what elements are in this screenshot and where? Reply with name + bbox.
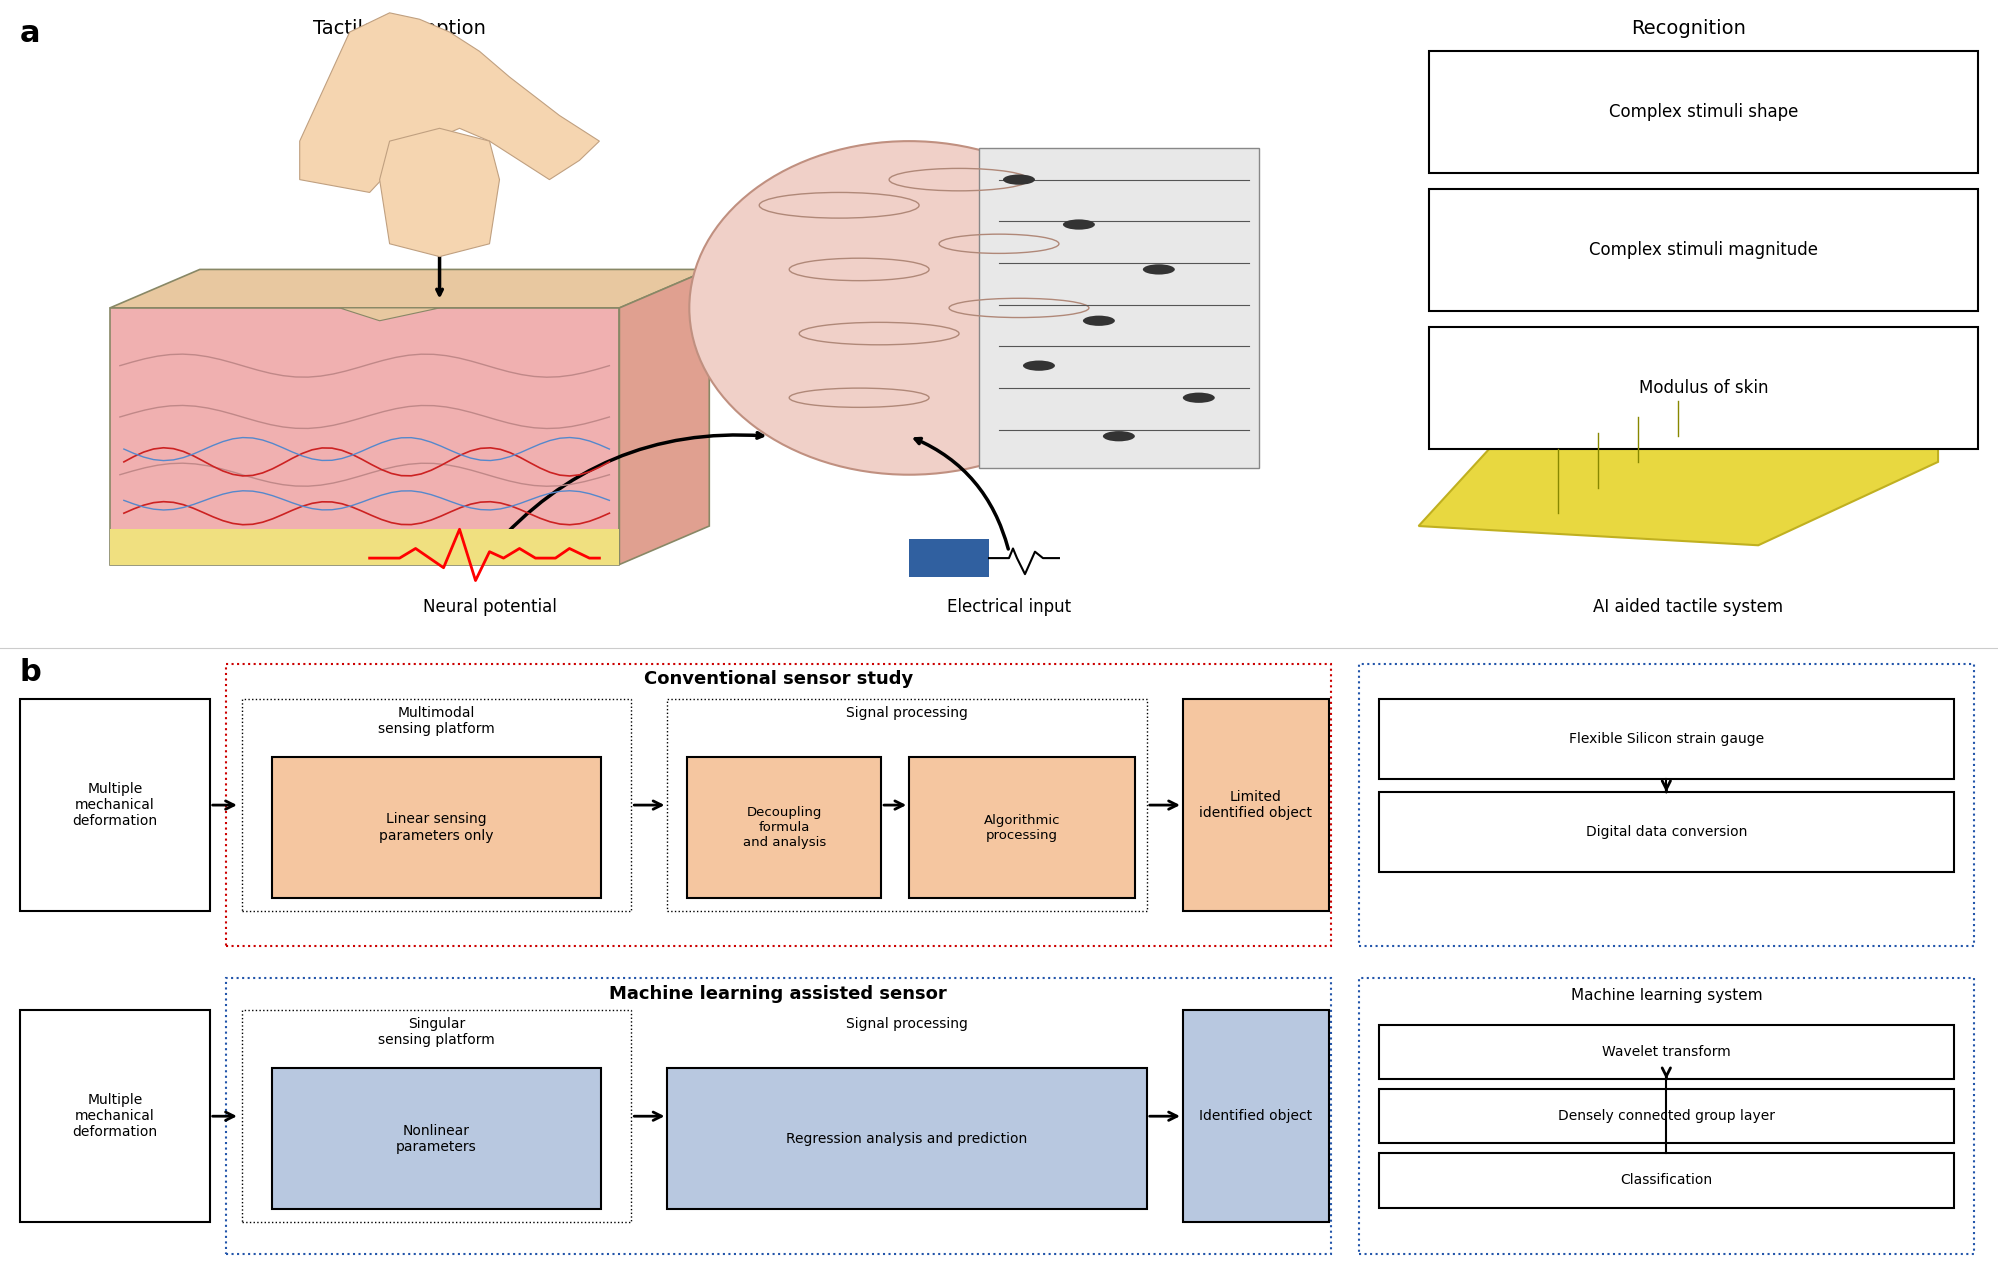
Polygon shape — [979, 148, 1259, 468]
Polygon shape — [110, 529, 619, 565]
FancyBboxPatch shape — [909, 757, 1135, 898]
FancyBboxPatch shape — [1379, 699, 1954, 779]
Circle shape — [1183, 393, 1215, 403]
FancyBboxPatch shape — [272, 1067, 601, 1209]
Text: Signal processing: Signal processing — [847, 706, 967, 720]
Polygon shape — [380, 128, 500, 257]
Text: Multiple
mechanical
deformation: Multiple mechanical deformation — [72, 781, 158, 829]
Text: Densely connected group layer: Densely connected group layer — [1558, 1110, 1774, 1123]
FancyBboxPatch shape — [20, 1011, 210, 1221]
Text: Classification: Classification — [1620, 1174, 1712, 1187]
Circle shape — [1143, 264, 1175, 275]
FancyBboxPatch shape — [687, 757, 881, 898]
Text: Recognition: Recognition — [1630, 19, 1746, 38]
Text: AI aided tactile system: AI aided tactile system — [1592, 598, 1784, 616]
FancyBboxPatch shape — [1429, 51, 1978, 173]
Polygon shape — [300, 13, 599, 192]
FancyBboxPatch shape — [1183, 1011, 1329, 1221]
Circle shape — [1103, 431, 1135, 441]
FancyBboxPatch shape — [1379, 1153, 1954, 1207]
Text: Neural potential: Neural potential — [422, 598, 557, 616]
Text: Multimodal
sensing platform: Multimodal sensing platform — [378, 706, 496, 736]
FancyBboxPatch shape — [1379, 1025, 1954, 1079]
Circle shape — [1083, 316, 1115, 326]
Text: Modulus of skin: Modulus of skin — [1638, 378, 1768, 398]
Text: Limited
identified object: Limited identified object — [1199, 790, 1313, 820]
Text: Conventional sensor study: Conventional sensor study — [643, 670, 913, 689]
FancyBboxPatch shape — [1429, 189, 1978, 312]
Text: Tactile perception: Tactile perception — [314, 19, 486, 38]
Polygon shape — [1419, 353, 1938, 545]
Circle shape — [1023, 361, 1055, 371]
Text: Algorithmic
processing: Algorithmic processing — [983, 813, 1061, 842]
FancyBboxPatch shape — [1379, 1089, 1954, 1143]
FancyBboxPatch shape — [272, 757, 601, 898]
FancyBboxPatch shape — [909, 539, 989, 577]
Polygon shape — [619, 269, 709, 565]
FancyBboxPatch shape — [1183, 699, 1329, 911]
Text: Multiple
mechanical
deformation: Multiple mechanical deformation — [72, 1093, 158, 1139]
Circle shape — [1003, 174, 1035, 185]
FancyBboxPatch shape — [1429, 327, 1978, 449]
Text: Linear sensing
parameters only: Linear sensing parameters only — [380, 812, 494, 843]
Text: Electrical input: Electrical input — [947, 598, 1071, 616]
Polygon shape — [340, 308, 440, 321]
Text: Signal processing: Signal processing — [847, 1016, 967, 1030]
Text: Digital data conversion: Digital data conversion — [1586, 825, 1746, 839]
Text: Identified object: Identified object — [1199, 1110, 1313, 1123]
Text: Nonlinear
parameters: Nonlinear parameters — [396, 1124, 478, 1153]
Text: b: b — [20, 657, 42, 686]
Text: Regression analysis and prediction: Regression analysis and prediction — [787, 1132, 1027, 1146]
FancyBboxPatch shape — [20, 699, 210, 911]
Text: a: a — [20, 19, 40, 49]
Text: Flexible Silicon strain gauge: Flexible Silicon strain gauge — [1568, 733, 1764, 747]
Circle shape — [1063, 219, 1095, 230]
Text: Decoupling
formula
and analysis: Decoupling formula and analysis — [743, 806, 825, 849]
FancyBboxPatch shape — [667, 1067, 1147, 1209]
Polygon shape — [110, 269, 709, 308]
Text: Complex stimuli magnitude: Complex stimuli magnitude — [1588, 241, 1818, 259]
Text: Singular
sensing platform: Singular sensing platform — [378, 1016, 496, 1047]
Text: Complex stimuli shape: Complex stimuli shape — [1608, 103, 1798, 122]
Text: Machine learning system: Machine learning system — [1570, 988, 1762, 1003]
Ellipse shape — [689, 141, 1129, 475]
Text: Machine learning assisted sensor: Machine learning assisted sensor — [609, 985, 947, 1003]
Text: Wavelet transform: Wavelet transform — [1602, 1046, 1730, 1058]
FancyBboxPatch shape — [1379, 792, 1954, 872]
Polygon shape — [110, 308, 619, 565]
